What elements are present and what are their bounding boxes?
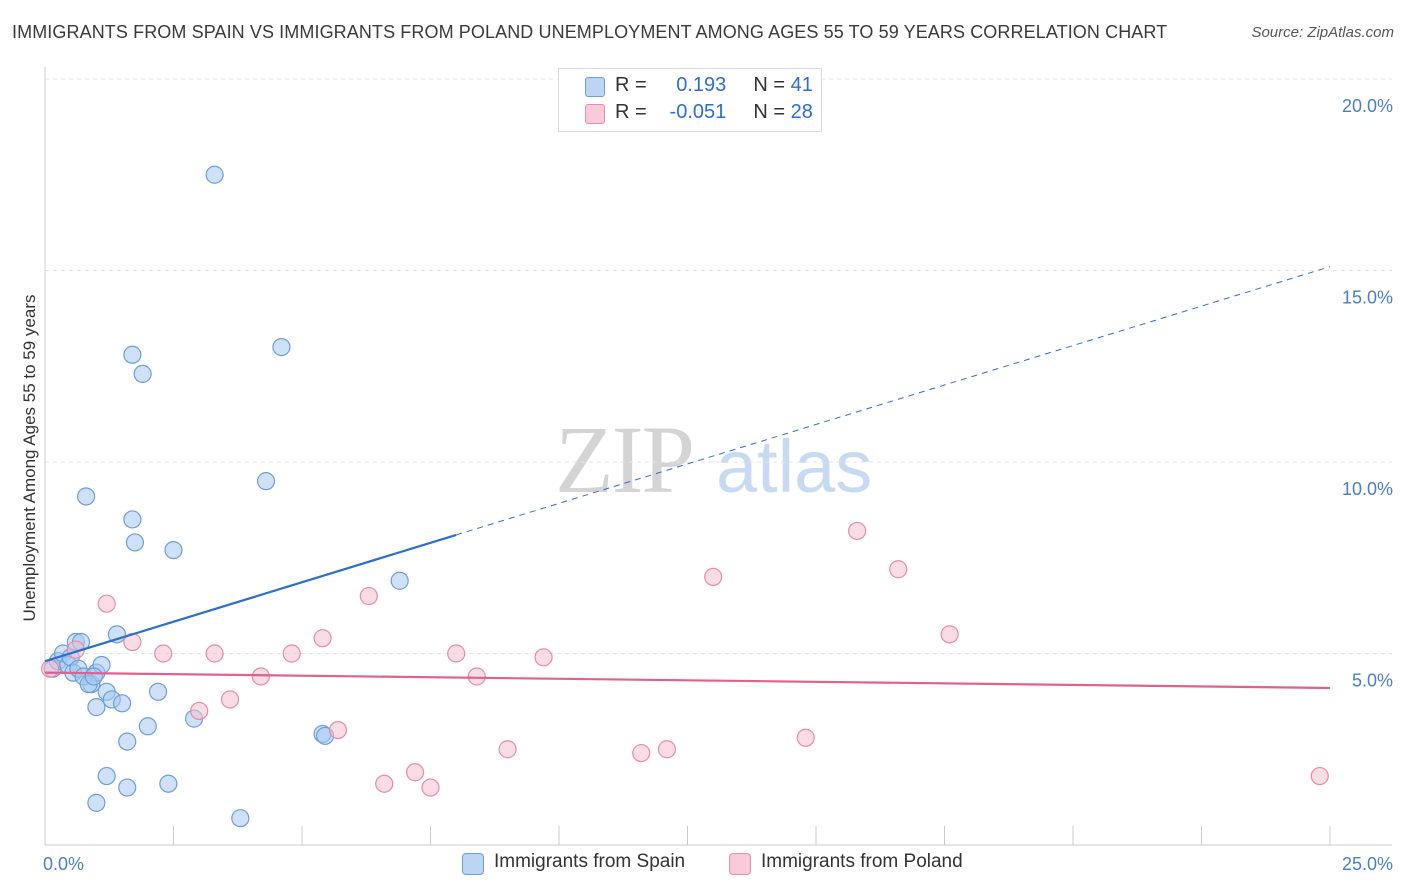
legend-n-label-spain: N =: [753, 74, 786, 96]
data-point: [657, 740, 677, 759]
data-point: [148, 682, 168, 701]
data-point: [796, 728, 815, 747]
data-point: [112, 694, 132, 713]
data-point: [87, 793, 106, 812]
watermark: ZIP atlas: [555, 406, 872, 513]
trend-lines: [44, 266, 1331, 690]
y-tick-labels: 5.0% 10.0% 15.0% 20.0%: [1342, 96, 1393, 691]
watermark-atlas: atlas: [716, 425, 872, 508]
legend-swatch-spain: [585, 77, 605, 97]
data-point: [498, 740, 517, 759]
data-point: [1310, 766, 1329, 786]
data-point: [77, 487, 96, 506]
series-legend-swatch-poland: [729, 853, 751, 875]
data-point: [138, 717, 157, 736]
series-legend-swatch-spain: [462, 853, 484, 875]
data-point: [467, 667, 486, 686]
data-point: [125, 533, 145, 552]
data-point: [231, 809, 250, 828]
series-spain: [43, 165, 409, 828]
legend-r-value-spain: 0.193: [676, 74, 727, 96]
legend-n-value-spain: 41: [790, 74, 813, 96]
data-point: [251, 667, 270, 686]
legend-swatch-poland: [585, 104, 605, 124]
data-point: [848, 521, 867, 541]
legend-r-label-spain: R =: [615, 74, 647, 96]
data-point: [256, 472, 276, 491]
data-point: [390, 571, 409, 590]
data-point: [272, 338, 291, 357]
data-point: [190, 701, 209, 721]
data-point: [97, 594, 116, 613]
x-tick-label-min: 0.0%: [43, 854, 84, 874]
data-point: [205, 165, 224, 184]
data-point: [405, 763, 425, 782]
axes: [44, 67, 1392, 846]
data-point: [87, 698, 106, 717]
data-point: [118, 778, 137, 797]
data-point: [704, 567, 723, 587]
legend-n-label-poland: N =: [753, 101, 786, 123]
legend-r-value-poland: -0.051: [669, 101, 727, 123]
data-point: [632, 743, 651, 763]
watermark-zip: ZIP: [555, 406, 693, 513]
data-point: [159, 774, 178, 793]
data-point: [220, 690, 240, 709]
series-legend: Immigrants from Spain Immigrants from Po…: [0, 851, 1406, 877]
legend-r-label-poland: R =: [615, 101, 647, 123]
data-point: [97, 766, 116, 786]
gridlines: [45, 78, 1392, 654]
data-point: [123, 510, 142, 529]
data-point: [41, 659, 60, 678]
data-point: [133, 364, 152, 384]
trend-line-poland: [44, 671, 1331, 690]
series-points: [41, 165, 1329, 828]
series-poland: [41, 521, 1329, 797]
data-point: [123, 345, 142, 364]
y-tick-label: 10.0%: [1342, 479, 1393, 499]
y-axis-label: Unemployment Among Ages 55 to 59 years: [20, 295, 39, 622]
data-point: [328, 720, 348, 740]
data-point: [534, 648, 553, 667]
data-point: [282, 644, 301, 663]
trend-line-spain: [44, 533, 457, 663]
data-point: [375, 774, 394, 793]
data-point: [447, 644, 466, 663]
x-tick-labels: 0.0% 25.0%: [43, 854, 1393, 874]
data-point: [889, 560, 908, 579]
y-tick-label: 15.0%: [1342, 288, 1393, 308]
data-point: [313, 629, 332, 648]
data-point: [118, 732, 137, 751]
y-tick-label: 5.0%: [1352, 671, 1393, 691]
trend-line-extension-spain: [456, 266, 1331, 536]
correlation-legend: R = 0.193 N = 41 R = -0.051 N = 28: [558, 68, 822, 132]
data-point: [84, 667, 103, 686]
data-point: [359, 586, 378, 606]
y-tick-label: 20.0%: [1342, 96, 1393, 116]
data-point: [154, 644, 173, 663]
chart-source: Source: ZipAtlas.com: [1251, 24, 1394, 41]
chart-title: IMMIGRANTS FROM SPAIN VS IMMIGRANTS FROM…: [12, 22, 1168, 42]
data-point: [421, 778, 440, 797]
data-point: [164, 540, 183, 560]
x-tick-label-max: 25.0%: [1342, 854, 1393, 874]
data-point: [940, 625, 959, 644]
series-legend-label-spain: Immigrants from Spain: [494, 851, 686, 872]
legend-n-value-poland: 28: [790, 101, 813, 123]
series-legend-label-poland: Immigrants from Poland: [761, 851, 963, 872]
data-point: [205, 644, 224, 663]
